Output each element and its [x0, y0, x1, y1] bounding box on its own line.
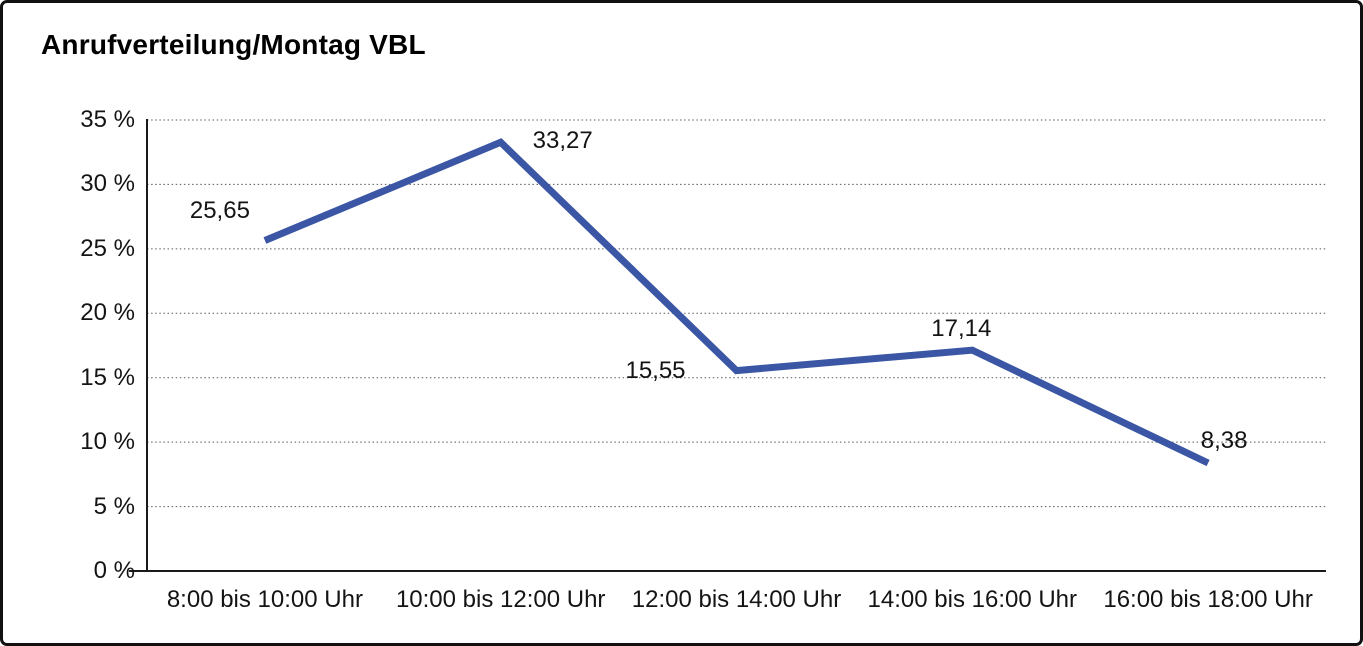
x-category-label: 10:00 bis 12:00 Uhr — [395, 586, 606, 613]
y-tick-label: 25 % — [80, 234, 135, 262]
x-category-label: 12:00 bis 14:00 Uhr — [631, 586, 842, 613]
data-point-label: 15,55 — [625, 356, 686, 384]
x-category-label: 14:00 bis 16:00 Uhr — [867, 586, 1078, 613]
y-tick-label: 30 % — [80, 170, 135, 198]
y-tick-label: 0 % — [93, 557, 135, 584]
x-category-label: 16:00 bis 18:00 Uhr — [1103, 586, 1313, 613]
data-point-label: 8,38 — [1200, 427, 1248, 455]
y-tick-label: 35 % — [80, 106, 135, 133]
data-point-label: 33,27 — [532, 127, 593, 155]
data-point-label: 17,14 — [931, 315, 992, 343]
line-chart-svg — [129, 119, 1326, 572]
series-line — [263, 138, 1210, 467]
y-tick-label: 5 % — [93, 492, 135, 520]
chart-title: Anrufverteilung/Montag VBL — [41, 29, 426, 60]
data-point-label: 25,65 — [189, 197, 250, 225]
y-tick-label: 20 % — [80, 299, 135, 327]
y-tick-label: 15 % — [80, 363, 135, 391]
x-category-label: 8:00 bis 10:00 Uhr — [166, 586, 363, 613]
y-tick-label: 10 % — [80, 428, 135, 456]
